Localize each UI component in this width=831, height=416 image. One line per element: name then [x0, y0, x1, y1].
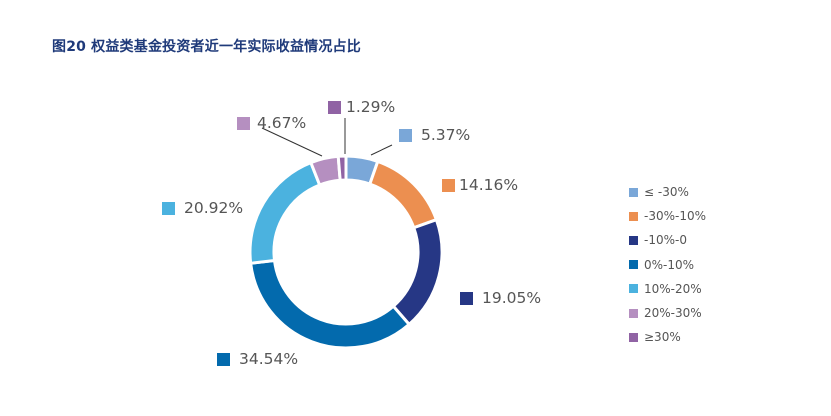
legend-item: 20%-30% — [629, 301, 706, 325]
label-swatch — [399, 128, 412, 142]
donut-slice — [248, 160, 322, 265]
donut-slice — [336, 154, 348, 182]
donut-slice — [249, 258, 412, 350]
label-swatch — [328, 100, 341, 114]
data-label-text: 14.16% — [459, 176, 519, 194]
legend-label: 10%-20% — [644, 281, 702, 296]
label-swatch — [460, 291, 473, 305]
legend-item: 0%-10% — [629, 253, 706, 277]
label-swatch — [162, 201, 175, 215]
donut-slice — [367, 159, 439, 230]
legend-swatch — [629, 284, 638, 294]
legend-swatch — [629, 187, 638, 197]
legend-swatch — [629, 260, 638, 270]
leader-line-5-37 — [370, 144, 393, 156]
chart-legend: ≤ -30% -30%-10% -10%-0 0%-10% 10%-20% 20… — [629, 180, 706, 349]
leader-lines — [261, 118, 393, 157]
label-swatch — [237, 116, 250, 130]
data-label-ge30: 1.29% — [328, 98, 395, 116]
data-label-text: 20.92% — [184, 199, 244, 217]
data-label-20-30: 4.67% — [237, 114, 306, 132]
data-label-text: 34.54% — [239, 350, 299, 368]
legend-label: -30%-10% — [644, 209, 707, 224]
data-label-text: 19.05% — [482, 289, 542, 307]
legend-label: 20%-30% — [644, 306, 702, 321]
data-label-text: 4.67% — [257, 114, 307, 132]
donut-slices — [248, 154, 444, 350]
legend-swatch — [629, 211, 638, 221]
data-label-le-minus30: 5.37% — [399, 126, 470, 144]
legend-label: -10%-0 — [644, 233, 687, 248]
chart-title: 图20 权益类基金投资者近一年实际收益情况占比 — [52, 39, 361, 55]
data-label-10-20: 20.92% — [162, 199, 243, 217]
leader-line-4-67 — [261, 127, 323, 157]
legend-swatch — [629, 235, 638, 245]
legend-label: 0%-10% — [644, 257, 695, 272]
data-label-text: 1.29% — [346, 98, 396, 116]
legend-item: ≥30% — [629, 325, 706, 349]
label-swatch — [217, 352, 230, 366]
data-label-minus10-0: 19.05% — [460, 289, 541, 307]
data-label-minus30-minus10: 14.16% — [442, 176, 518, 194]
legend-item: 10%-20% — [629, 277, 706, 301]
legend-swatch — [629, 332, 638, 342]
legend-label: ≥30% — [644, 330, 681, 345]
data-label-text: 5.37% — [421, 126, 471, 144]
data-label-0-10: 34.54% — [217, 350, 298, 368]
legend-item: -10%-0 — [629, 228, 706, 252]
legend-swatch — [629, 308, 638, 318]
legend-item: -30%-10% — [629, 204, 706, 228]
legend-item: ≤ -30% — [629, 180, 706, 204]
donut-slice — [391, 217, 444, 327]
legend-label: ≤ -30% — [644, 185, 689, 200]
label-swatch — [442, 178, 455, 192]
